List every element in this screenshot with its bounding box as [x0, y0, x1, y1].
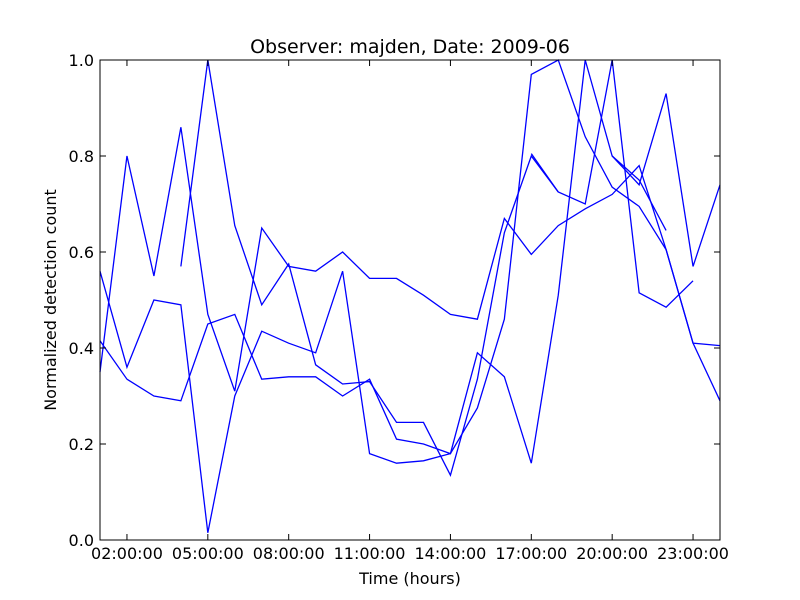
x-tick-label: 17:00:00	[495, 544, 567, 563]
series-line-1	[99, 127, 721, 402]
x-tick-label: 14:00:00	[415, 544, 487, 563]
x-axis-label: Time (hours)	[358, 569, 461, 588]
x-tick-label: 05:00:00	[172, 544, 244, 563]
y-tick-label: 0.4	[69, 339, 94, 358]
x-tick-label: 02:00:00	[91, 544, 163, 563]
x-tick-label: 20:00:00	[576, 544, 648, 563]
plot-frame	[99, 59, 721, 541]
y-tick-label: 0.8	[69, 147, 94, 166]
y-tick-label: 0.0	[69, 531, 94, 550]
x-tick-label: 11:00:00	[334, 544, 406, 563]
chart-title: Observer: majden, Date: 2009-06	[250, 36, 570, 58]
series-line-4	[180, 59, 694, 477]
y-tick-label: 1.0	[69, 51, 94, 70]
y-tick-label: 0.2	[69, 435, 94, 454]
series-line-5	[530, 153, 559, 193]
x-tick-label: 08:00:00	[253, 544, 325, 563]
series-line-6	[611, 155, 667, 231]
y-tick-label: 0.6	[69, 243, 94, 262]
series-lines	[99, 59, 721, 533]
y-axis: 0.0 0.2 0.4 0.6 0.8 1.0	[69, 51, 720, 550]
x-tick-label: 23:00:00	[657, 544, 729, 563]
x-axis: 02:00:00 05:00:00 08:00:00 11:00:00 14:00:00…	[91, 60, 729, 563]
y-axis-label: Normalized detection count	[41, 189, 60, 411]
series-line-3	[99, 59, 721, 533]
